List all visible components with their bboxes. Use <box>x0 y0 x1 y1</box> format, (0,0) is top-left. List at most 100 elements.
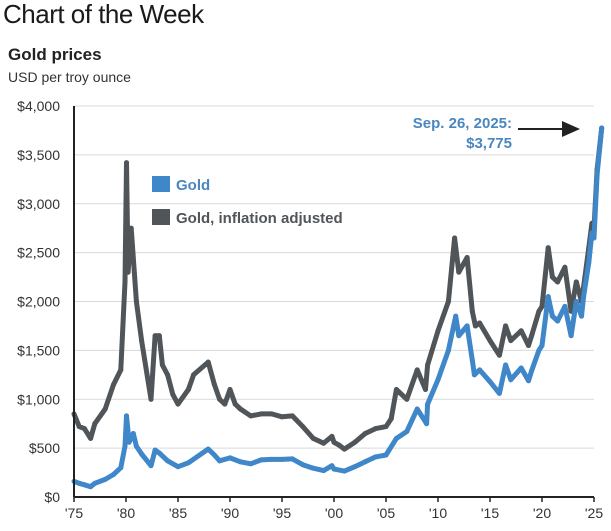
data-point-gold <box>445 347 451 353</box>
annotation: Sep. 26, 2025: $3,775 <box>413 115 580 152</box>
data-point-gold <box>279 456 285 462</box>
data-point-gold-inflation-adjusted <box>92 421 98 427</box>
data-point-gold-inflation-adjusted <box>336 442 342 448</box>
data-point-gold <box>258 457 264 463</box>
annotation-date: Sep. 26, 2025: <box>413 115 512 132</box>
data-point-gold-inflation-adjusted <box>464 255 470 261</box>
y-tick-label: $3,000 <box>17 196 60 212</box>
data-point-gold <box>487 379 493 385</box>
data-point-gold-inflation-adjusted <box>472 323 478 329</box>
annotation-value: $3,775 <box>466 135 512 152</box>
data-point-gold-inflation-adjusted <box>469 308 475 314</box>
data-point-gold-inflation-adjusted <box>329 433 335 439</box>
x-tick-label: '25 <box>585 505 603 521</box>
data-point-gold-inflation-adjusted <box>477 320 483 326</box>
data-point-gold <box>362 459 368 465</box>
data-point-gold <box>477 367 483 373</box>
data-point-gold-inflation-adjusted <box>88 435 94 441</box>
x-tick-label: '10 <box>429 505 447 521</box>
data-point-gold-inflation-adjusted <box>555 279 561 285</box>
data-point-gold-inflation-adjusted <box>128 225 134 231</box>
data-point-gold-inflation-adjusted <box>435 328 441 334</box>
data-point-gold <box>341 468 347 474</box>
data-point-gold-inflation-adjusted <box>156 333 162 339</box>
data-point-gold-inflation-adjusted <box>539 303 545 309</box>
data-point-gold <box>373 454 379 460</box>
data-point-gold <box>464 323 470 329</box>
data-point-gold-inflation-adjusted <box>445 299 451 304</box>
data-point-gold-inflation-adjusted <box>404 396 410 402</box>
data-point-gold <box>424 421 430 427</box>
data-point-gold-inflation-adjusted <box>237 406 243 412</box>
data-point-gold-inflation-adjusted <box>388 416 394 422</box>
data-point-gold <box>456 333 462 339</box>
data-point-gold-inflation-adjusted <box>425 362 431 368</box>
data-point-gold <box>469 357 475 363</box>
data-point-gold <box>589 230 595 236</box>
data-point-gold-inflation-adjusted <box>352 439 358 445</box>
data-point-gold <box>594 171 600 177</box>
data-point-gold <box>525 378 531 384</box>
data-point-gold-inflation-adjusted <box>217 396 223 402</box>
data-point-gold-inflation-adjusted <box>545 245 551 251</box>
legend-label-gold: Gold <box>176 177 210 194</box>
y-tick-label: $500 <box>29 440 60 456</box>
data-point-gold <box>152 447 158 453</box>
data-point-gold <box>269 456 275 462</box>
data-point-gold <box>545 294 551 300</box>
data-point-gold <box>310 465 316 471</box>
y-tick-label: $1,000 <box>17 391 60 407</box>
data-point-gold-inflation-adjusted <box>205 359 211 365</box>
data-point-gold-inflation-adjusted <box>508 338 514 344</box>
x-tick-label: '95 <box>273 505 291 521</box>
data-point-gold-inflation-adjusted <box>423 386 429 392</box>
data-point-gold <box>568 333 574 339</box>
x-tick-label: '00 <box>325 505 343 521</box>
legend-swatch-inflation-adjusted <box>152 209 170 225</box>
y-tick-label: $2,000 <box>17 294 60 310</box>
data-point-gold <box>175 464 181 470</box>
data-point-gold <box>453 313 459 319</box>
x-tick-label: '75 <box>65 505 83 521</box>
data-point-gold-inflation-adjusted <box>222 401 228 407</box>
data-point-gold <box>126 439 132 445</box>
x-tick-label: '80 <box>117 505 135 521</box>
data-point-gold-inflation-adjusted <box>414 367 420 373</box>
data-point-gold-inflation-adjusted <box>258 411 264 417</box>
data-point-gold <box>321 468 327 474</box>
data-point-gold-inflation-adjusted <box>232 401 238 407</box>
data-point-gold-inflation-adjusted <box>525 342 531 348</box>
data-point-gold-inflation-adjusted <box>536 308 542 314</box>
x-tick-label: '20 <box>533 505 551 521</box>
series-line-gold-inflation-adjusted <box>71 127 605 452</box>
y-tick-label: $2,500 <box>17 245 60 261</box>
data-point-gold-inflation-adjusted <box>373 426 379 432</box>
legend-label-inflation-adjusted: Gold, inflation adjusted <box>176 210 343 227</box>
data-point-gold <box>300 462 306 468</box>
data-point-gold-inflation-adjusted <box>227 386 233 392</box>
data-point-gold <box>217 458 223 464</box>
data-point-gold <box>529 368 535 374</box>
data-point-gold <box>102 476 108 482</box>
data-point-gold <box>227 455 233 461</box>
data-point-gold <box>205 446 211 452</box>
data-point-gold-inflation-adjusted <box>76 424 82 430</box>
data-point-gold <box>185 460 191 466</box>
data-point-gold <box>289 456 295 462</box>
y-tick-label: $0 <box>44 489 60 505</box>
data-point-gold <box>471 372 477 378</box>
data-point-gold-inflation-adjusted <box>211 382 217 388</box>
data-point-gold <box>76 480 82 486</box>
data-point-gold-inflation-adjusted <box>383 424 389 430</box>
data-point-gold-inflation-adjusted <box>487 338 493 344</box>
data-point-gold <box>156 450 162 456</box>
data-point-gold-inflation-adjusted <box>125 269 131 275</box>
data-point-gold <box>581 294 587 300</box>
data-point-gold <box>562 303 568 309</box>
data-point-gold-inflation-adjusted <box>139 338 145 344</box>
data-point-gold <box>503 362 509 368</box>
data-point-gold <box>404 429 410 435</box>
data-point-gold <box>383 452 389 458</box>
x-tick-label: '85 <box>169 505 187 521</box>
